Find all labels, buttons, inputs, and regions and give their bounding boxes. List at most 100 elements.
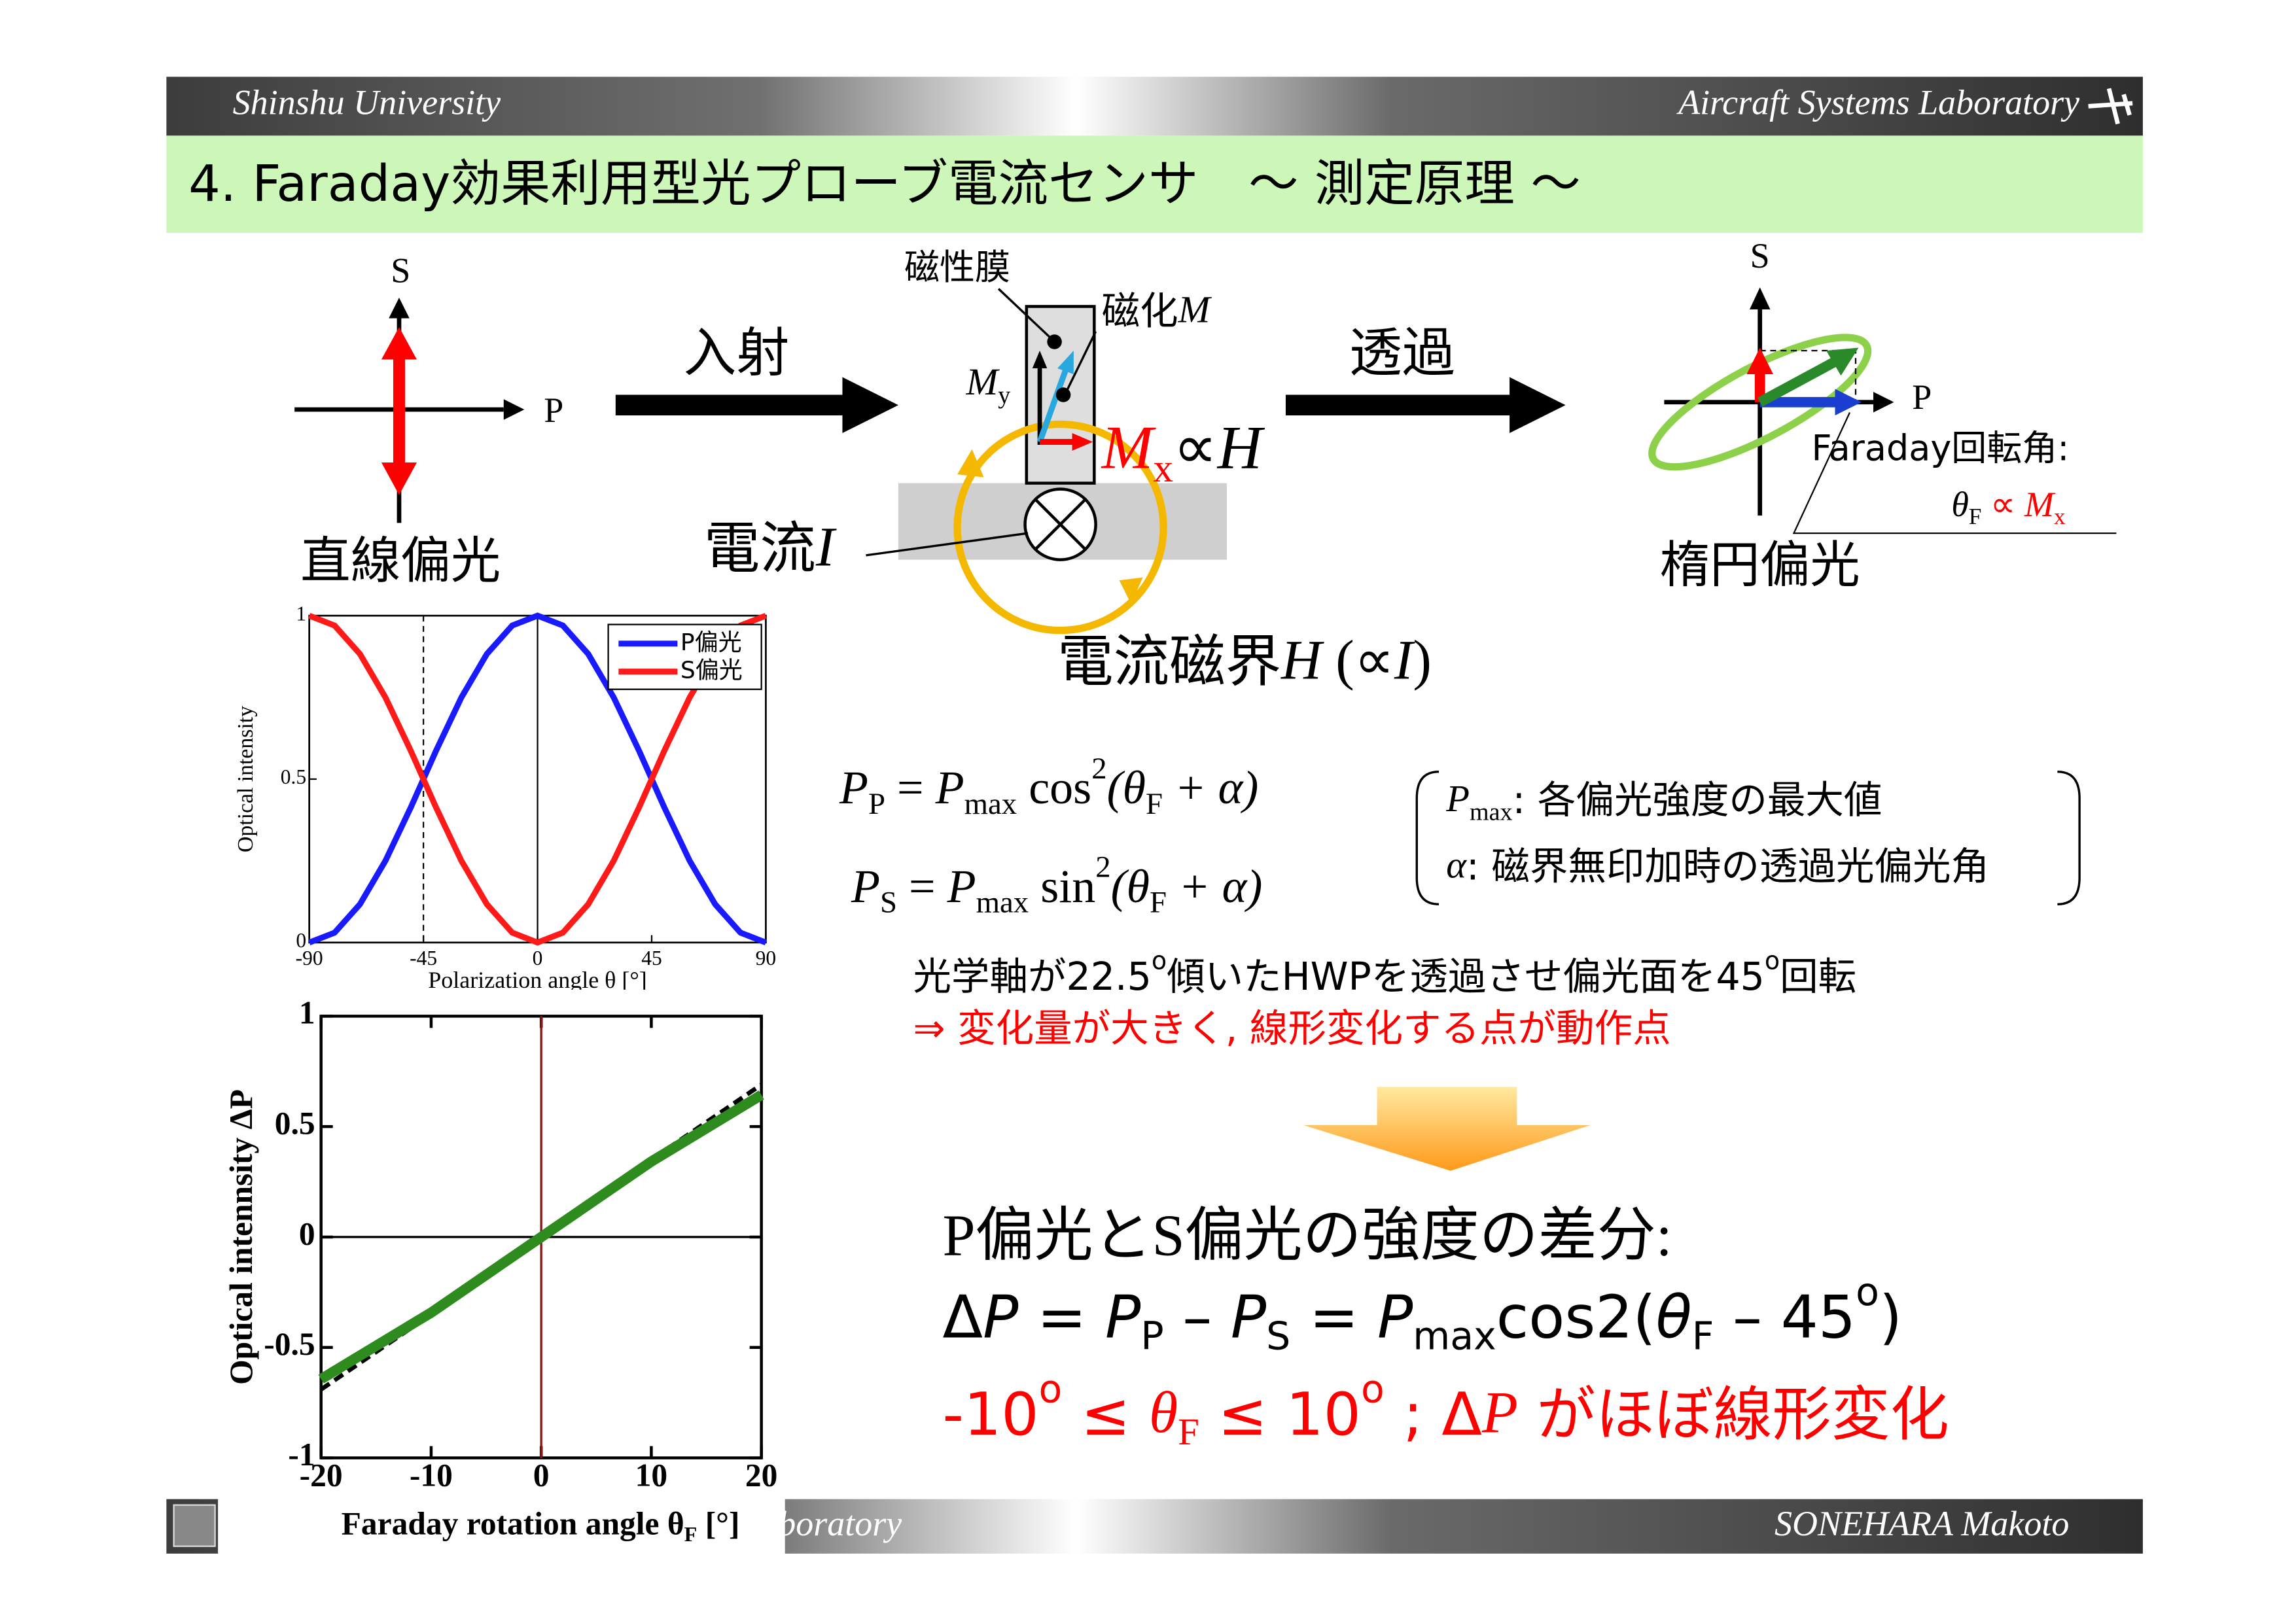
y-tick-label: 0 — [296, 929, 306, 952]
x-tick-label: 90 — [756, 947, 776, 969]
y-axis-label: Optical intensity — [234, 706, 258, 852]
text-part: I — [1394, 629, 1415, 691]
rich-text: ΔP = PP – PS = Pmaxcos2(θF – 45o) — [943, 1270, 1903, 1359]
text-part: P — [839, 761, 868, 814]
axis-s: S — [1750, 236, 1770, 275]
film-label: 磁性膜 — [904, 247, 1010, 288]
text-part: H — [1280, 629, 1324, 691]
text-part: H — [1216, 413, 1265, 481]
text-part: = — [885, 761, 936, 814]
arrow — [1285, 377, 1566, 434]
y-tick-label: 1 — [296, 602, 306, 625]
text-part: S — [1266, 1314, 1290, 1358]
university: Shinshu University — [233, 83, 501, 122]
text-part: o — [1039, 1367, 1063, 1411]
text-part: α — [1446, 844, 1467, 886]
text-part: 回転 — [1780, 954, 1856, 999]
text-part: I — [815, 515, 837, 578]
legend-label: P偏光 — [680, 629, 742, 656]
text-part: o — [1856, 1270, 1879, 1314]
text-part: がほぼ線形変化 — [1518, 1380, 1949, 1449]
elliptic-diagram — [1648, 287, 2117, 534]
text-part: Δ — [1441, 1380, 1482, 1449]
y-tick-label: 0.5 — [281, 765, 306, 788]
title: 4. Faraday効果利用型光プローブ電流センサ ～ 測定原理 ～ — [188, 155, 1581, 213]
text-part: ) — [1879, 1283, 1902, 1352]
text-part: θ — [1951, 485, 1969, 524]
text-part: P — [851, 860, 880, 913]
text-part: (θ — [1107, 761, 1146, 814]
rich-text: 磁化M — [1102, 288, 1212, 334]
legend-label: S偏光 — [680, 657, 743, 684]
label: 透過 — [1349, 323, 1455, 384]
text-part: (∝ — [1322, 629, 1394, 691]
text-part: θ — [1149, 1380, 1178, 1444]
brackets — [1415, 771, 2081, 905]
plane-icon — [2088, 88, 2133, 125]
text-part: max — [1470, 798, 1512, 826]
rich-text: PS = Pmax sin2(θF + α) — [851, 850, 1262, 919]
x-tick-label: 45 — [641, 947, 662, 969]
text-part: 2 — [1091, 752, 1106, 786]
author: SONEHARA Makoto — [1775, 1504, 2069, 1543]
text-part: F — [1692, 1314, 1714, 1358]
series-line — [308, 612, 768, 946]
axis-p: P — [1912, 377, 1932, 417]
text-part: o — [1152, 946, 1167, 975]
text-part: = — [1290, 1283, 1377, 1352]
text-part: 光学軸が22.5 — [913, 954, 1151, 999]
text-part: M — [966, 360, 1000, 403]
text-part: P — [1231, 1283, 1267, 1352]
text-part: ∝ — [1173, 413, 1218, 481]
rich-text: My — [966, 360, 1011, 409]
caption: 直線偏光 — [300, 532, 501, 590]
x-tick-label: -10 — [410, 1457, 453, 1493]
x-tick-label: 0 — [533, 947, 543, 969]
label: 入射 — [683, 323, 789, 384]
text-part: 磁化 — [1102, 289, 1178, 334]
text-part: x — [2054, 504, 2066, 529]
text-part: 電流磁界 — [1057, 630, 1281, 695]
text-part: -10 — [943, 1380, 1039, 1449]
logo — [173, 1504, 216, 1547]
text-part: M — [1101, 413, 1157, 481]
rich-text: θF ∝ Mx — [1951, 485, 2066, 529]
series-line — [308, 612, 768, 946]
axis-s: S — [391, 251, 410, 290]
text-part: 傾いたHWPを透過させ偏光面を45 — [1167, 954, 1765, 999]
caption: 楕円偏光 — [1660, 536, 1860, 595]
text-part: P — [1481, 1380, 1518, 1444]
text-part: M — [1178, 288, 1212, 331]
text-part: 2 — [1095, 850, 1110, 884]
y-tick-label: -0.5 — [264, 1326, 315, 1362]
sensor-diagram — [866, 288, 1227, 635]
text-part: – 45 — [1714, 1283, 1856, 1352]
rich-text: 電流磁界H (∝I) — [1057, 629, 1432, 695]
text-part: max — [976, 885, 1029, 919]
text-part: P — [1105, 1283, 1141, 1352]
text-part: x — [1153, 446, 1173, 491]
header-bar — [166, 77, 2143, 136]
text-part: : 各偏光強度の最大値 — [1512, 778, 1882, 822]
y-tick-label: -1 — [288, 1437, 315, 1473]
text-part: Δ — [943, 1283, 983, 1352]
x-tick-label: -90 — [296, 947, 323, 969]
rich-text: α: 磁界無印加時の透過光偏光角 — [1446, 844, 1989, 889]
x-axis-label: Faraday rotation angle θF [°] — [342, 1506, 740, 1546]
text-part: P — [983, 1283, 1019, 1352]
axis-p: P — [544, 391, 563, 430]
text-part: max — [1413, 1314, 1496, 1358]
text-part: sin — [1029, 860, 1095, 913]
title-bar — [166, 135, 2143, 233]
series-line — [318, 1091, 764, 1384]
text-part: 電流 — [704, 517, 816, 582]
text-part: P — [947, 860, 976, 913]
x-tick-label: 0 — [533, 1457, 550, 1493]
text-part: – — [1164, 1283, 1231, 1352]
text-part: : 磁界無印加時の透過光偏光角 — [1466, 844, 1989, 888]
text-part: + α) — [1163, 761, 1258, 814]
x-axis-label: Polarization angle θ [°] — [428, 967, 647, 993]
x-tick-label: -20 — [300, 1457, 343, 1493]
text-part: + α) — [1167, 860, 1262, 913]
